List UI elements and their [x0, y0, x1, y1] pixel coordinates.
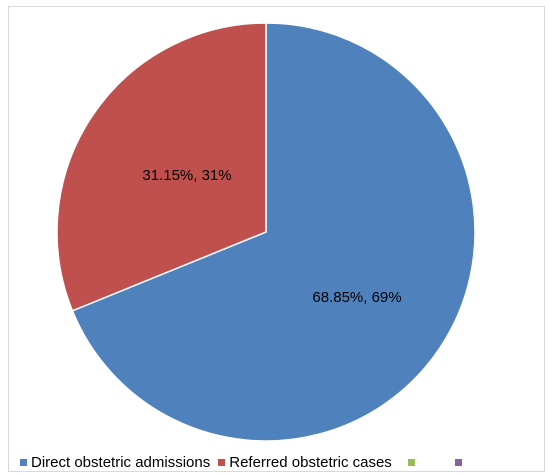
legend-swatch-series-3 [407, 458, 415, 466]
pie-slice-direct-admissions [71, 22, 476, 442]
legend-item-direct-admissions: Direct obstetric admissions [20, 454, 210, 471]
legend-label-referred-cases: Referred obstetric cases [229, 453, 392, 471]
pie-slices [56, 22, 476, 442]
data-label-referred-cases: 31.15%, 31% [142, 167, 231, 184]
legend-swatch-referred-cases [218, 458, 226, 466]
legend-label-direct-admissions: Direct obstetric admissions [31, 453, 211, 471]
legend-item-series-4 [454, 458, 466, 466]
legend-item-referred-cases: Referred obstetric cases [218, 454, 392, 471]
legend-swatch-series-4 [454, 458, 462, 466]
pie-data-labels: 68.85%, 69% 31.15%, 31% [142, 167, 401, 306]
chart-legend: Direct obstetric admissions Referred obs… [20, 452, 474, 472]
data-label-direct-admissions: 68.85%, 69% [312, 289, 401, 306]
legend-item-series-3 [407, 458, 419, 466]
pie-slice-referred-cases [56, 22, 267, 312]
legend-swatch-direct-admissions [20, 458, 27, 466]
